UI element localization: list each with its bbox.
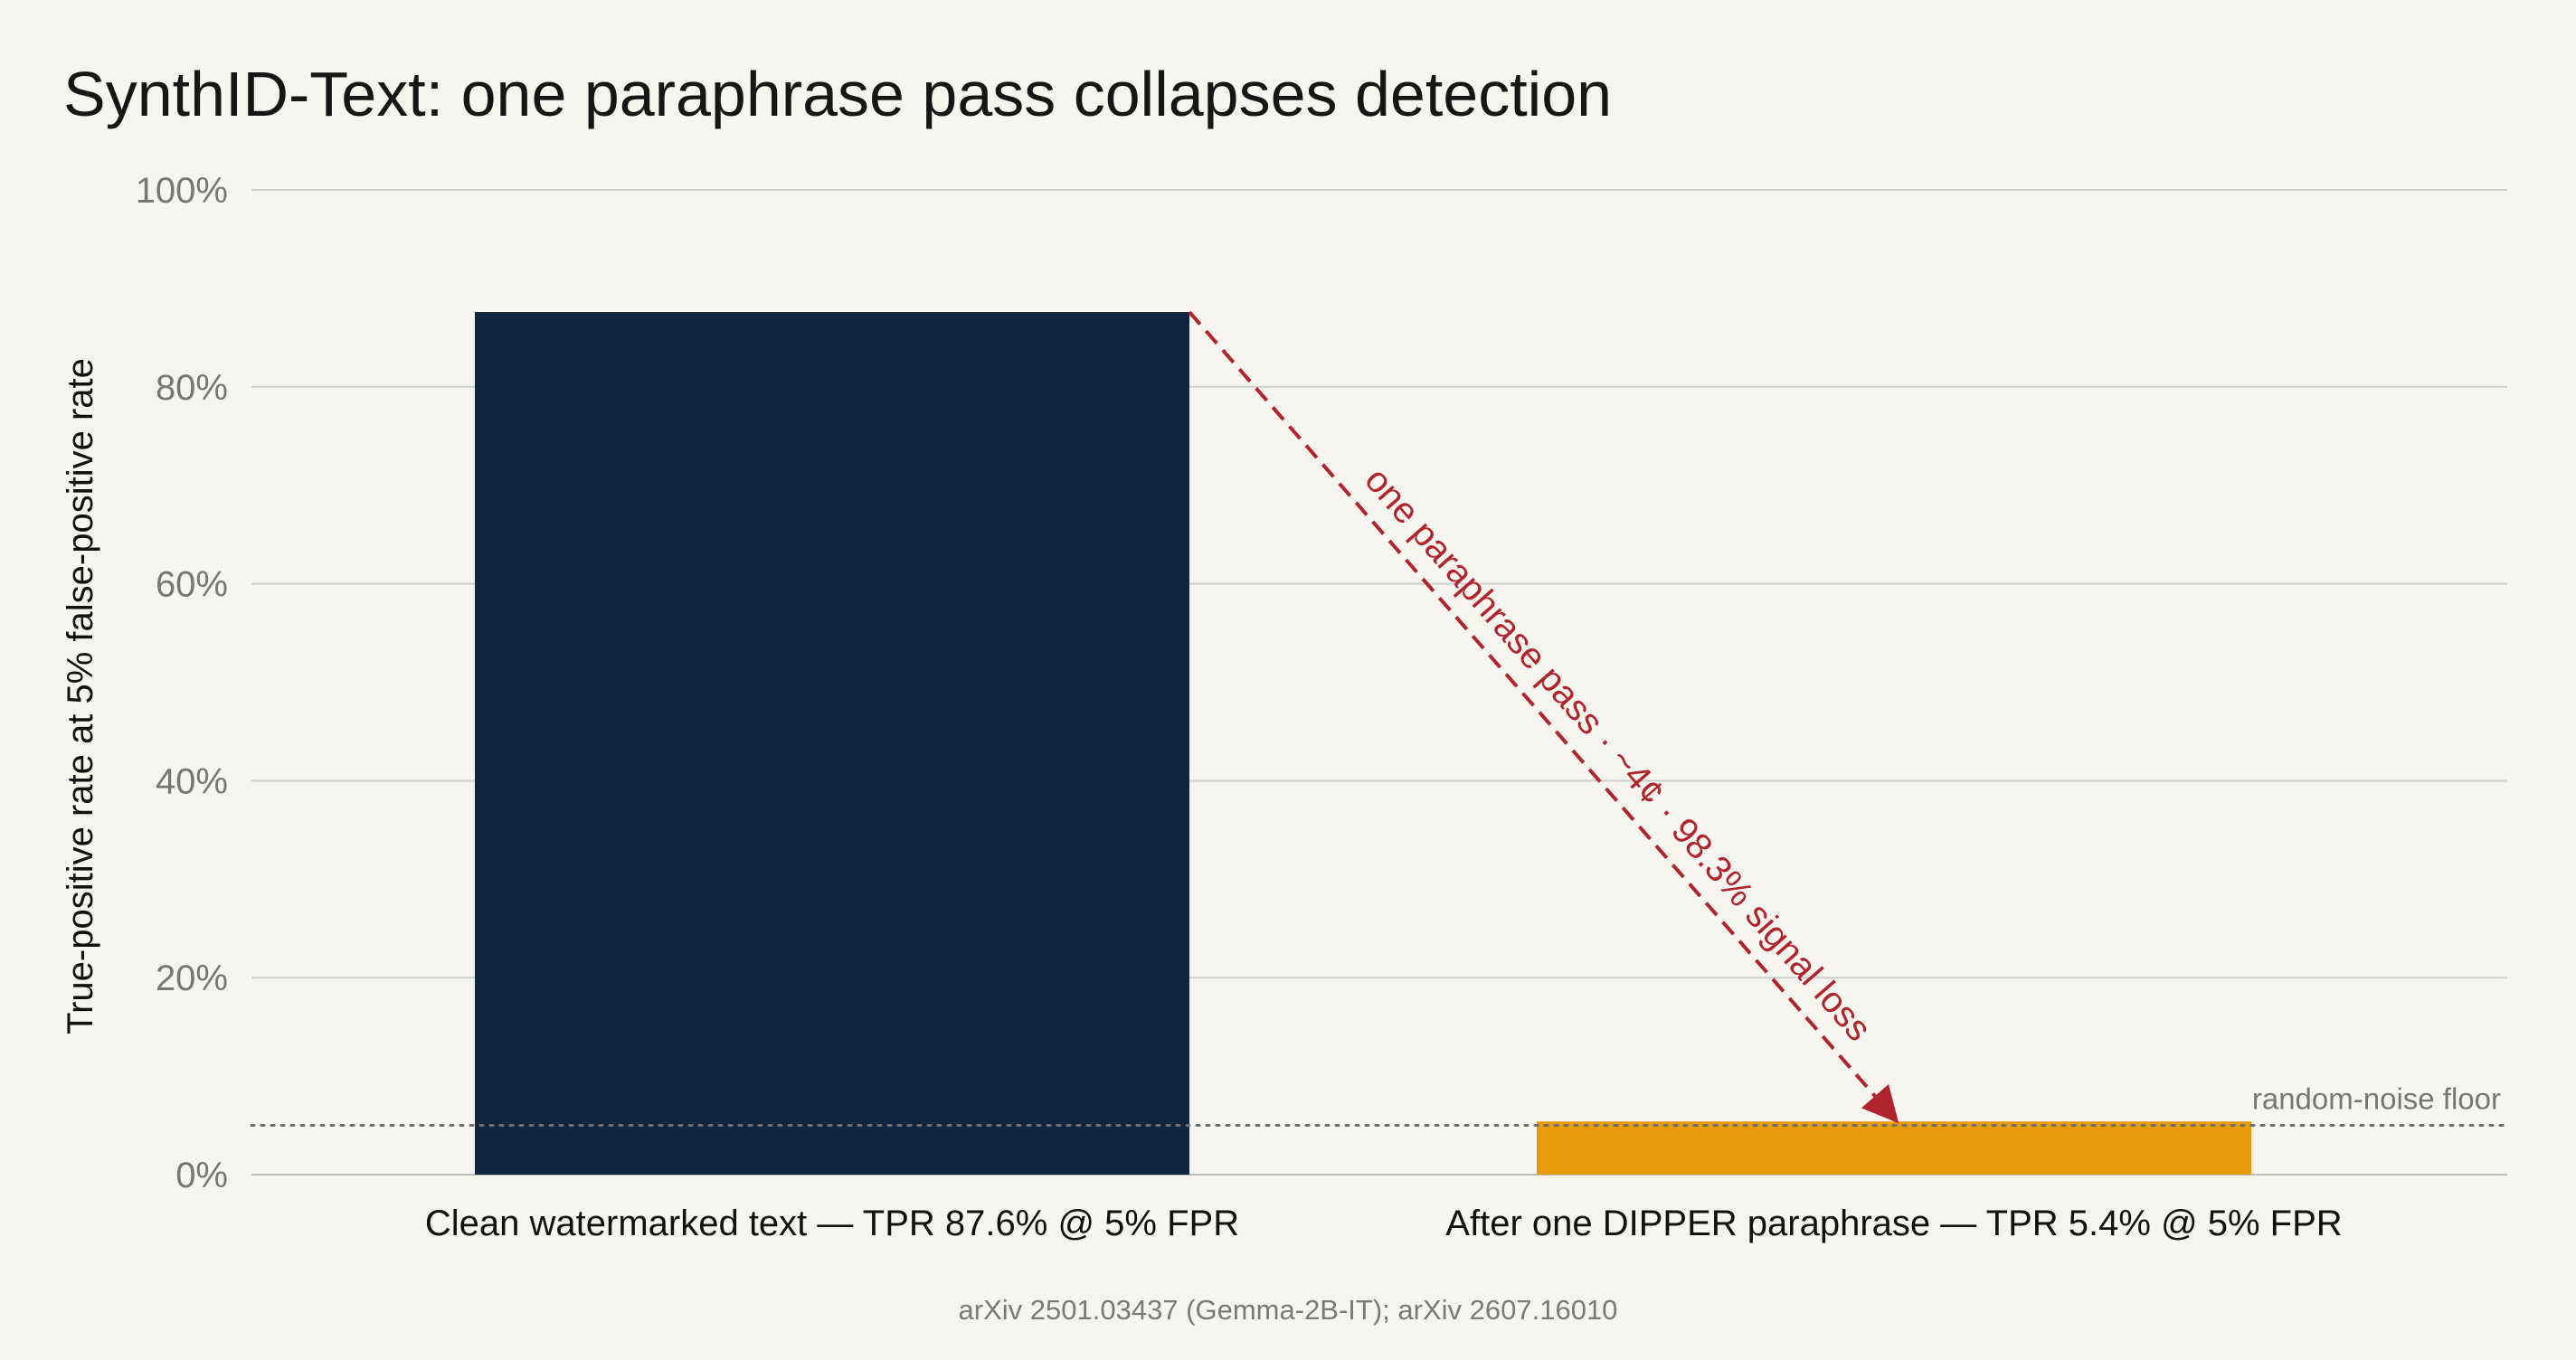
bar-2 bbox=[1537, 1121, 2251, 1175]
category-label-2: After one DIPPER paraphrase — TPR 5.4% @… bbox=[1445, 1204, 2342, 1243]
chart-title: SynthID-Text: one paraphrase pass collap… bbox=[63, 59, 1612, 129]
y-tick-labels: 0% 20% 40% 60% 80% 100% bbox=[136, 171, 228, 1195]
category-label-1: Clean watermarked text — TPR 87.6% @ 5% … bbox=[425, 1204, 1239, 1243]
annotation-label: one paraphrase pass · ~4¢ · 98.3% signal… bbox=[1357, 460, 1879, 1049]
y-tick-label-20: 20% bbox=[156, 959, 228, 998]
annotation-arrow bbox=[1188, 310, 1899, 1124]
bar-1 bbox=[475, 312, 1189, 1175]
y-tick-label-80: 80% bbox=[156, 368, 228, 408]
random-noise-floor-label: random-noise floor bbox=[2252, 1082, 2501, 1116]
source-note: arXiv 2501.03437 (Gemma-2B-IT); arXiv 26… bbox=[959, 1294, 1618, 1326]
y-tick-label-100: 100% bbox=[136, 171, 228, 211]
annotation-group: one paraphrase pass · ~4¢ · 98.3% signal… bbox=[1188, 310, 1899, 1124]
y-tick-label-0: 0% bbox=[175, 1156, 228, 1195]
y-axis-label: True-positive rate at 5% false-positive … bbox=[61, 358, 100, 1034]
category-labels: Clean watermarked text — TPR 87.6% @ 5% … bbox=[425, 1204, 2343, 1243]
y-tick-label-60: 60% bbox=[156, 565, 228, 605]
y-tick-label-40: 40% bbox=[156, 761, 228, 801]
bars bbox=[475, 312, 2251, 1175]
reference-line-group: random-noise floor bbox=[250, 1082, 2509, 1128]
